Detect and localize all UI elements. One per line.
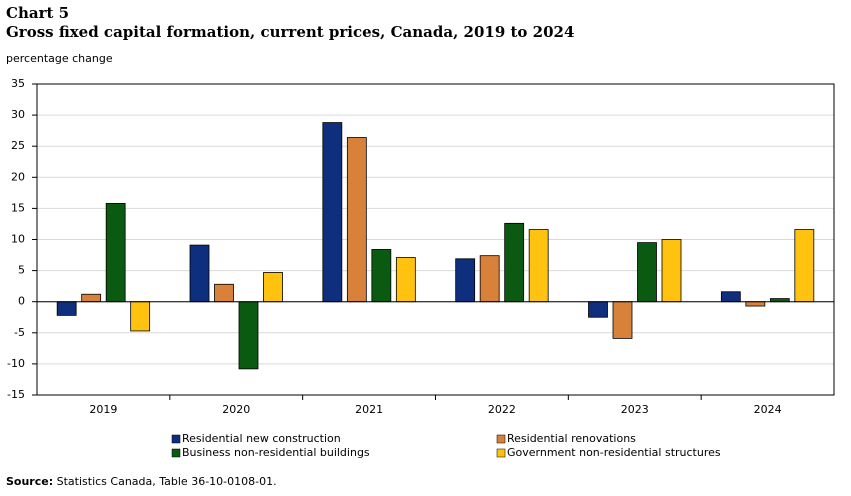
bar [479,255,500,303]
legend-label: Residential new construction [182,432,341,445]
y-tick-label: -15 [7,388,25,401]
legend-label: Government non-residential structures [507,446,721,459]
bar [81,293,102,303]
x-tick-label: 2024 [754,403,782,416]
legend-swatch [171,434,181,444]
legend-swatch [496,448,506,458]
bar [720,291,741,303]
y-tick-label: 10 [11,233,25,246]
bar [588,301,608,318]
bar [794,229,815,303]
bar [745,301,766,307]
bar [637,242,657,303]
bar [612,301,633,339]
bar [395,257,416,303]
bar [189,244,210,303]
source-text: Statistics Canada, Table 36-10-0108-01. [53,475,276,488]
source-label: Source: [6,475,53,488]
bar [455,258,476,303]
legend-swatch [171,448,181,458]
y-tick-label: -10 [7,357,25,370]
bar [371,249,392,303]
y-axis-label: percentage change [6,52,113,65]
x-tick-label: 2023 [621,403,649,416]
bar [238,301,259,370]
bar [504,222,525,303]
bar [130,301,151,332]
x-tick-label: 2020 [222,403,250,416]
x-tick-label: 2021 [355,403,383,416]
y-tick-label: 35 [11,77,25,90]
bar [322,122,343,303]
legend-swatch [496,434,506,444]
chart-title: Chart 5 [6,4,69,22]
bar [528,229,549,303]
bar [56,301,77,316]
y-tick-label: 30 [11,108,25,121]
x-tick-label: 2019 [89,403,117,416]
legend-label: Business non-residential buildings [182,446,370,459]
source: Source: Statistics Canada, Table 36-10-0… [6,475,277,488]
bar [105,203,126,303]
y-tick-label: 0 [18,295,25,308]
bar [263,272,283,303]
bar [346,137,367,303]
bar [214,283,234,303]
y-tick-label: 25 [11,139,25,152]
y-tick-label: 20 [11,170,25,183]
y-tick-label: -5 [14,326,25,339]
y-tick-label: 5 [18,264,25,277]
chart-subtitle: Gross fixed capital formation, current p… [6,23,574,41]
y-tick-label: 15 [11,201,25,214]
legend-label: Residential renovations [507,432,636,445]
bar [661,239,682,303]
x-tick-label: 2022 [488,403,516,416]
